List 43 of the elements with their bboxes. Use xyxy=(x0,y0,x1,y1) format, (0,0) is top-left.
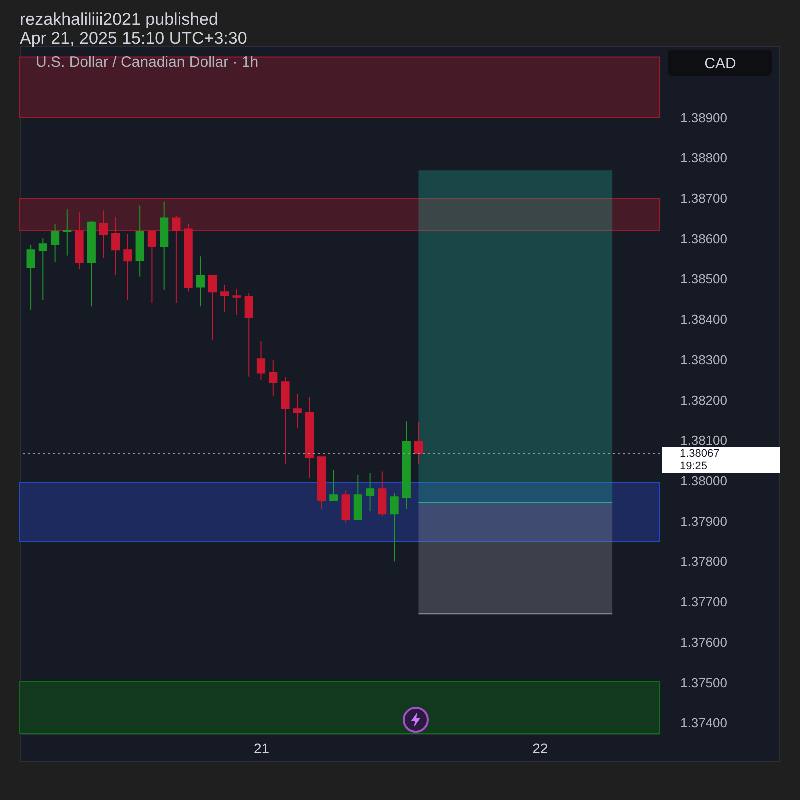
y-tick-label: 1.38700 xyxy=(680,191,728,206)
candlestick xyxy=(293,394,302,429)
candlestick xyxy=(232,288,242,316)
y-tick-label: 1.38800 xyxy=(680,150,728,166)
annotation: U.S. Dollar / Canadian Dollar · 1h xyxy=(36,54,259,71)
y-tick-label: 1.37500 xyxy=(680,675,728,690)
candlestick xyxy=(330,470,338,502)
candlestick xyxy=(366,472,375,512)
candlestick xyxy=(99,210,108,259)
candlestick xyxy=(172,215,181,304)
candlestick xyxy=(38,238,48,301)
y-tick-label: 1.37600 xyxy=(680,634,728,650)
y-axis-title: CAD xyxy=(704,56,736,72)
chart-subtitle: Apr 21, 2025 15:10 UTC+3:30 xyxy=(20,29,248,48)
candlestick xyxy=(208,274,218,341)
candlestick xyxy=(220,284,230,312)
y-tick-label: 1.37900 xyxy=(680,514,728,529)
y-tick-label: 1.38100 xyxy=(680,433,728,448)
x-tick-label: 21 xyxy=(254,740,270,756)
y-tick-label: 1.38900 xyxy=(680,110,728,126)
y-tick-label: 1.38000 xyxy=(680,473,728,488)
ref-line-label: 1.38067 19:25 xyxy=(680,448,720,472)
candlestick xyxy=(124,234,132,301)
candlestick xyxy=(256,340,266,381)
candlestick xyxy=(50,223,60,263)
y-tick-label: 1.38600 xyxy=(680,231,728,246)
candlestick xyxy=(414,422,424,465)
y-tick-label: 1.38200 xyxy=(680,392,728,408)
candlestick xyxy=(244,292,254,378)
candlestick xyxy=(112,216,120,276)
y-tick-label: 1.37800 xyxy=(680,554,728,570)
y-tick-label: 1.37400 xyxy=(680,716,728,731)
candlestick xyxy=(148,230,157,304)
y-tick-label: 1.38400 xyxy=(680,312,728,328)
candlestick xyxy=(26,244,36,310)
chart-title: rezakhaliliii2021 published xyxy=(20,10,218,29)
candlestick xyxy=(269,359,278,398)
candlestick xyxy=(196,256,205,308)
y-tick-label: 1.38500 xyxy=(680,272,728,287)
y-tick-label: 1.37700 xyxy=(680,594,728,610)
candlestick xyxy=(390,492,399,562)
x-tick-label: 22 xyxy=(532,740,548,756)
y-tick-label: 1.38300 xyxy=(680,352,728,368)
